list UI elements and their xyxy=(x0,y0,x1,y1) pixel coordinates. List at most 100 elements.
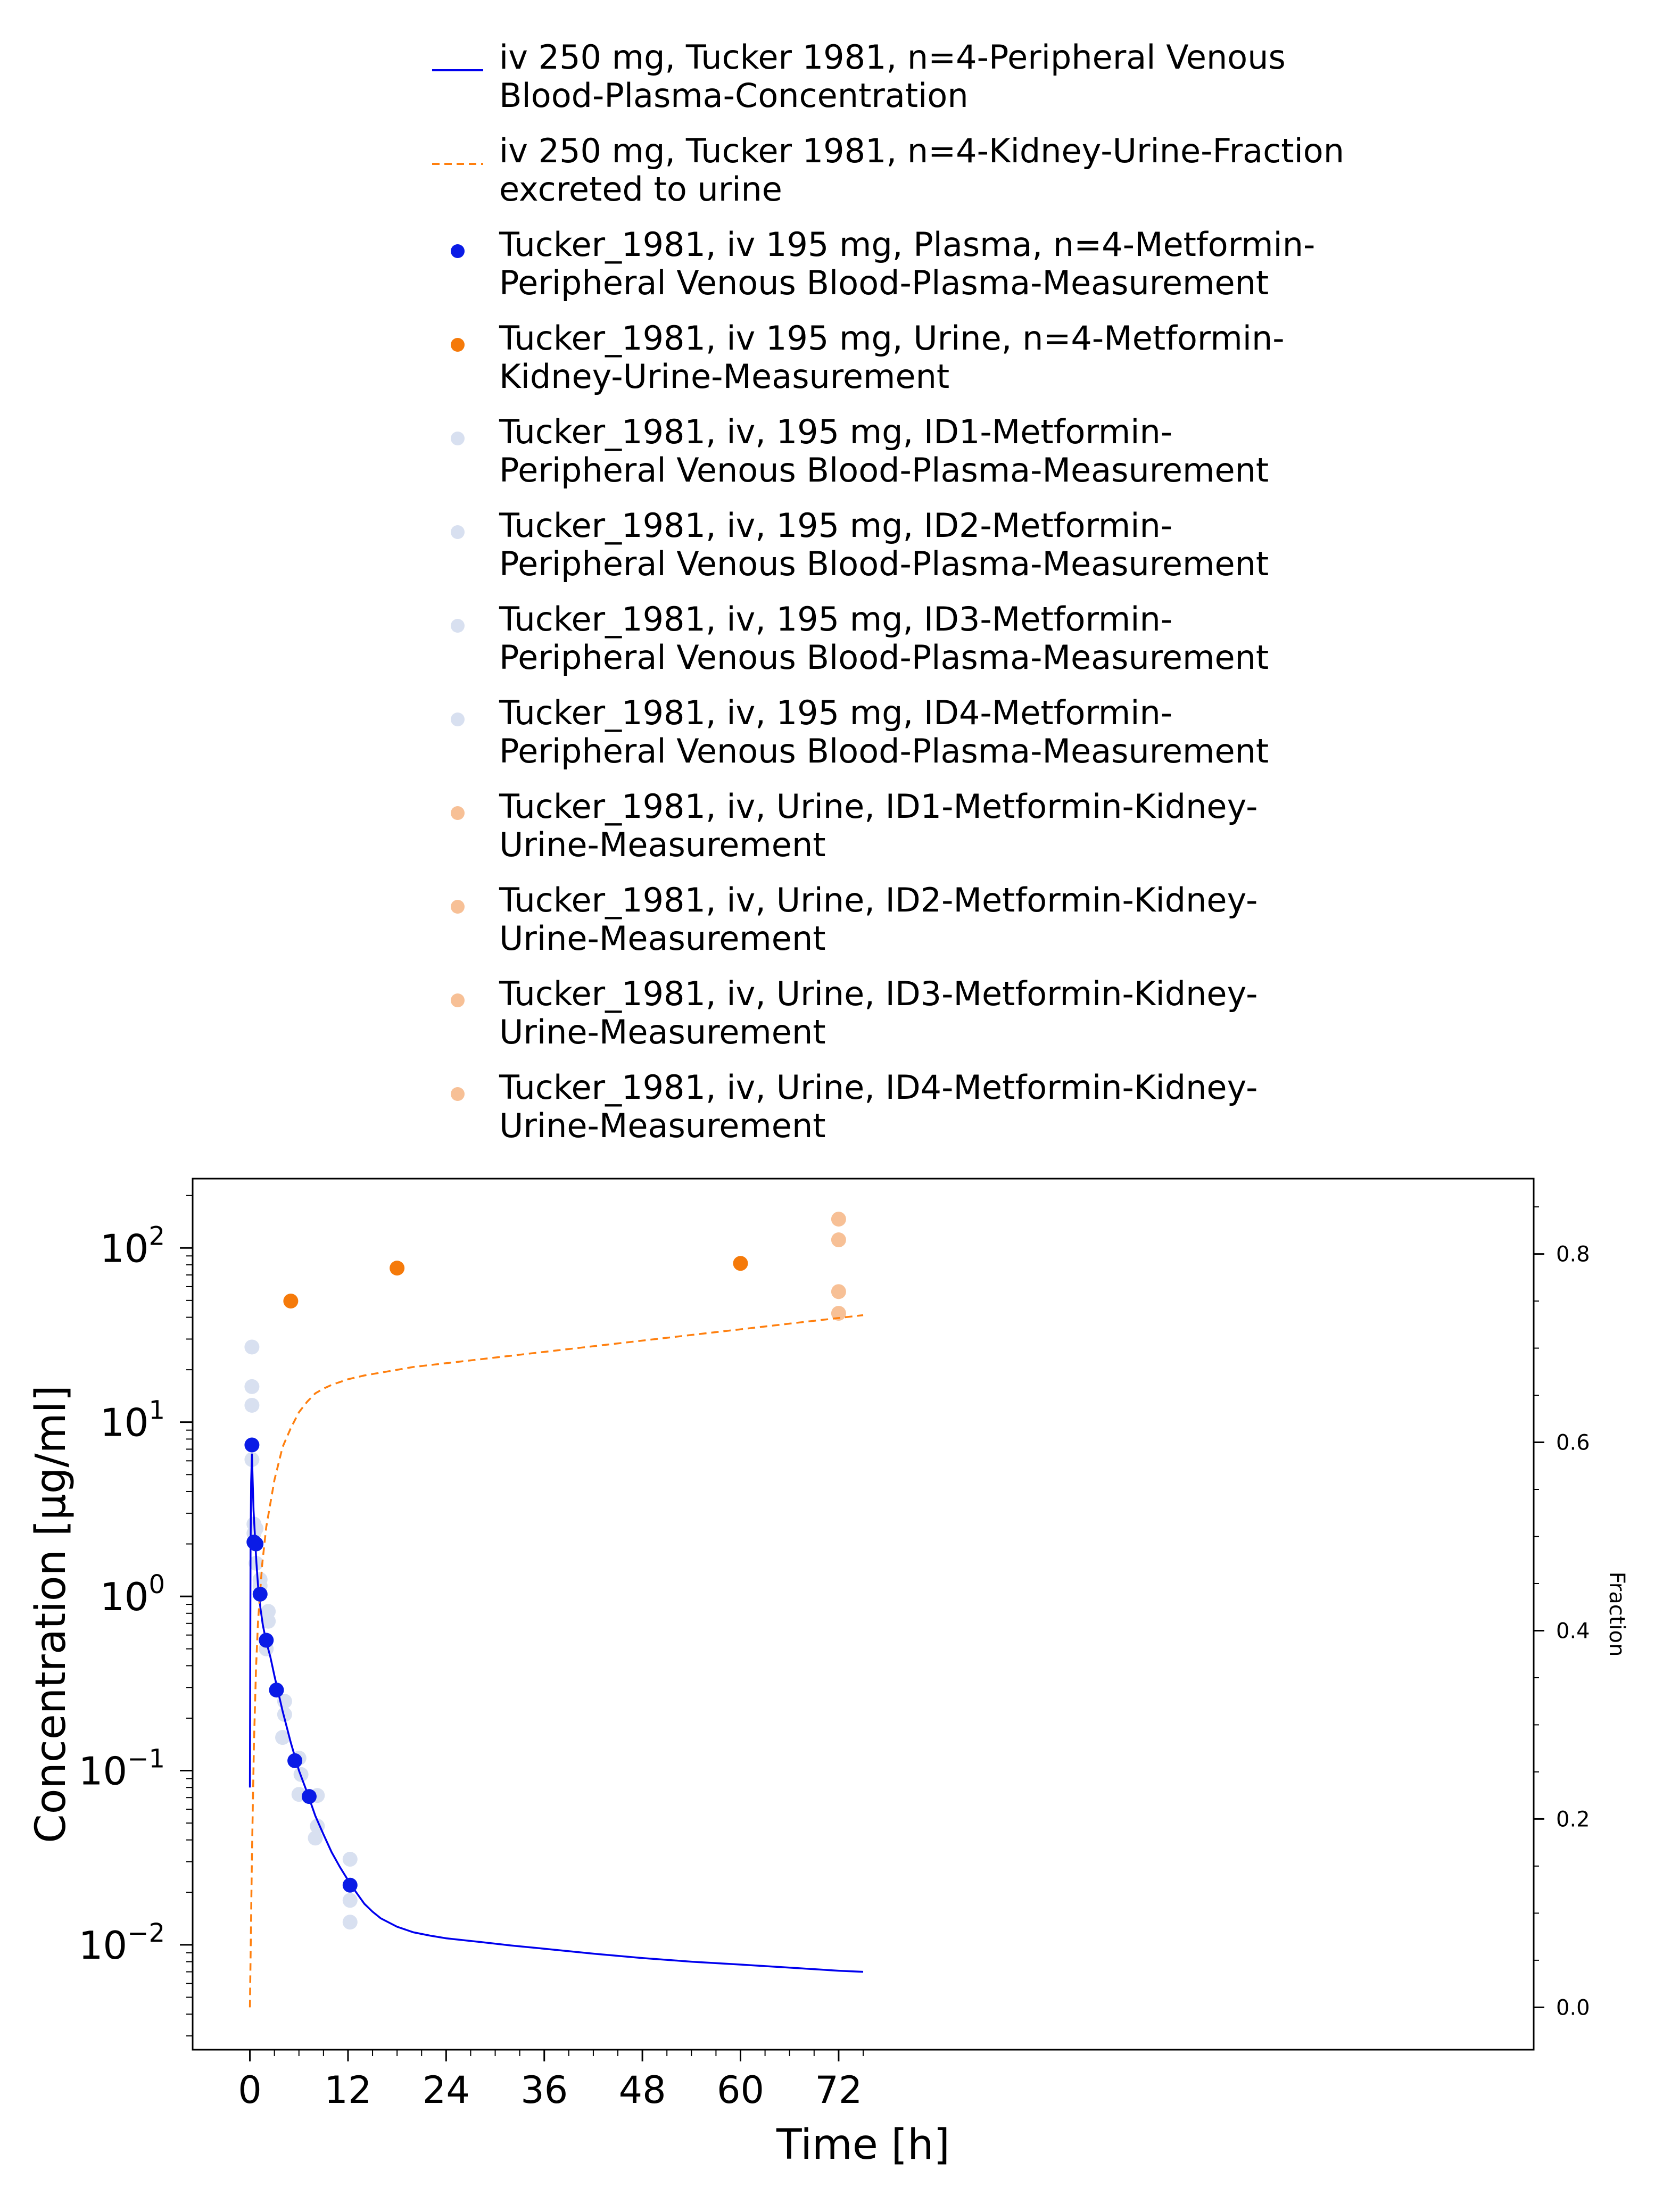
legend-label-line: Urine-Measurement xyxy=(499,825,826,864)
legend-label: Tucker_1981, iv, Urine, ID1-Metformin-Ki… xyxy=(499,788,1258,864)
data-point xyxy=(252,1586,268,1602)
x-tick-label: 0 xyxy=(238,2068,262,2112)
legend-label: Tucker_1981, iv, Urine, ID2-Metformin-Ki… xyxy=(499,881,1258,958)
legend-marker xyxy=(451,525,465,539)
data-point xyxy=(831,1284,846,1299)
data-point xyxy=(831,1306,846,1321)
legend-marker xyxy=(432,163,483,165)
y2-tick-label: 0.4 xyxy=(1556,1619,1590,1643)
legend-label-line: Peripheral Venous Blood-Plasma-Measureme… xyxy=(499,451,1269,490)
data-point xyxy=(342,1893,358,1908)
legend-label: Tucker_1981, iv, 195 mg, ID1-Metformin- P… xyxy=(499,413,1269,490)
data-point xyxy=(259,1633,274,1648)
data-point xyxy=(390,1261,405,1276)
legend-dot-icon xyxy=(451,1087,465,1101)
data-point xyxy=(275,1730,291,1745)
legend-marker xyxy=(451,993,465,1007)
legend-marker xyxy=(451,806,465,820)
data-point xyxy=(244,1397,260,1413)
urine-fraction-line xyxy=(249,1314,864,2008)
legend-label-line: Tucker_1981, iv 195 mg, Plasma, n=4-Metf… xyxy=(499,225,1315,264)
legend-label-line: Peripheral Venous Blood-Plasma-Measureme… xyxy=(499,544,1269,583)
data-point xyxy=(831,1232,846,1248)
y2-tick-label: 0.8 xyxy=(1556,1242,1590,1267)
y2-tick-label: 0.0 xyxy=(1556,1995,1590,2020)
legend-label-line: iv 250 mg, Tucker 1981, n=4-Peripheral V… xyxy=(499,38,1286,77)
y-axis-label: Concentration [µg/ml] xyxy=(27,1385,75,1843)
legend-label: iv 250 mg, Tucker 1981, n=4-Peripheral V… xyxy=(499,38,1286,115)
data-point xyxy=(831,1212,846,1227)
legend-label-line: Kidney-Urine-Measurement xyxy=(499,357,950,396)
y-tick-label: 10−1 xyxy=(79,1744,165,1793)
legend-label-line: Tucker_1981, iv, 195 mg, ID4-Metformin- xyxy=(499,693,1173,732)
legend-label-line: Urine-Measurement xyxy=(499,1106,826,1145)
legend-dot-icon xyxy=(451,993,465,1007)
legend-marker xyxy=(451,338,465,352)
legend-label-line: excreted to urine xyxy=(499,170,782,209)
legend-label: iv 250 mg, Tucker 1981, n=4-Kidney-Urine… xyxy=(499,132,1344,209)
legend-marker xyxy=(451,432,465,445)
x-tick-label: 48 xyxy=(619,2068,666,2112)
legend-dot-icon xyxy=(451,900,465,914)
y-tick-label: 10−2 xyxy=(79,1918,165,1968)
legend-label-line: Tucker_1981, iv, Urine, ID4-Metformin-Ki… xyxy=(499,1068,1258,1107)
y-tick-label: 101 xyxy=(100,1396,165,1445)
legend-dot-icon xyxy=(451,619,465,633)
x-tick-label: 72 xyxy=(815,2068,862,2112)
data-point xyxy=(244,1437,260,1453)
data-point xyxy=(342,1915,358,1930)
legend-marker xyxy=(451,619,465,633)
legend-marker xyxy=(451,1087,465,1101)
legend-label-line: Tucker_1981, iv 195 mg, Urine, n=4-Metfo… xyxy=(499,319,1285,358)
legend-label-line: Tucker_1981, iv, 195 mg, ID3-Metformin- xyxy=(499,600,1173,639)
data-point xyxy=(261,1613,276,1629)
y2-tick-label: 0.6 xyxy=(1556,1431,1590,1455)
legend-label-line: Tucker_1981, iv, 195 mg, ID2-Metformin- xyxy=(499,506,1173,545)
y2-axis-label: Fraction xyxy=(1604,1572,1629,1657)
x-tick-label: 60 xyxy=(717,2068,764,2112)
legend-dot-icon xyxy=(451,244,465,258)
legend-dot-icon xyxy=(451,338,465,352)
legend-label-line: Tucker_1981, iv, 195 mg, ID1-Metformin- xyxy=(499,412,1173,451)
y2-tick-label: 0.2 xyxy=(1556,1807,1590,1832)
legend-label: Tucker_1981, iv, 195 mg, ID2-Metformin- P… xyxy=(499,507,1269,583)
legend-label-line: Peripheral Venous Blood-Plasma-Measureme… xyxy=(499,638,1269,677)
data-point xyxy=(244,1339,260,1355)
legend-label-line: Urine-Measurement xyxy=(499,1013,826,1051)
legend-label-line: Tucker_1981, iv, Urine, ID2-Metformin-Ki… xyxy=(499,881,1258,919)
legend-label-line: iv 250 mg, Tucker 1981, n=4-Kidney-Urine… xyxy=(499,131,1345,170)
legend-dot-icon xyxy=(451,432,465,445)
y-tick-label: 102 xyxy=(100,1221,165,1271)
legend-dot-icon xyxy=(451,713,465,726)
x-tick-label: 12 xyxy=(324,2068,371,2112)
plot-frame xyxy=(192,1178,1535,2051)
x-tick-label: 24 xyxy=(423,2068,470,2112)
plasma-concentration-line xyxy=(249,1453,864,1973)
legend-label-line: Tucker_1981, iv, Urine, ID1-Metformin-Ki… xyxy=(499,787,1258,826)
plot-area xyxy=(244,1212,864,2008)
data-point xyxy=(308,1830,323,1846)
legend-marker xyxy=(451,900,465,914)
data-point xyxy=(244,1379,260,1394)
data-point xyxy=(283,1294,299,1309)
x-tick-label: 36 xyxy=(520,2068,568,2112)
data-point xyxy=(301,1789,317,1804)
data-point xyxy=(249,1536,264,1552)
legend-label-line: Peripheral Venous Blood-Plasma-Measureme… xyxy=(499,732,1269,771)
legend-label: Tucker_1981, iv, Urine, ID3-Metformin-Ki… xyxy=(499,975,1258,1051)
legend-label: Tucker_1981, iv 195 mg, Plasma, n=4-Metf… xyxy=(499,226,1315,302)
x-axis-label: Time [h] xyxy=(776,2121,950,2169)
legend-label-line: Urine-Measurement xyxy=(499,919,826,958)
legend-dot-icon xyxy=(451,525,465,539)
legend-label: Tucker_1981, iv 195 mg, Urine, n=4-Metfo… xyxy=(499,319,1285,396)
legend-marker xyxy=(432,69,483,71)
legend-label-line: Blood-Plasma-Concentration xyxy=(499,76,969,115)
data-point xyxy=(733,1256,748,1271)
legend-label: Tucker_1981, iv, Urine, ID4-Metformin-Ki… xyxy=(499,1068,1258,1145)
legend-label-line: Tucker_1981, iv, Urine, ID3-Metformin-Ki… xyxy=(499,974,1258,1013)
legend-dot-icon xyxy=(451,806,465,820)
legend-label-line: Peripheral Venous Blood-Plasma-Measureme… xyxy=(499,263,1269,302)
legend-label: Tucker_1981, iv, 195 mg, ID3-Metformin- P… xyxy=(499,600,1269,677)
data-point xyxy=(269,1683,284,1698)
